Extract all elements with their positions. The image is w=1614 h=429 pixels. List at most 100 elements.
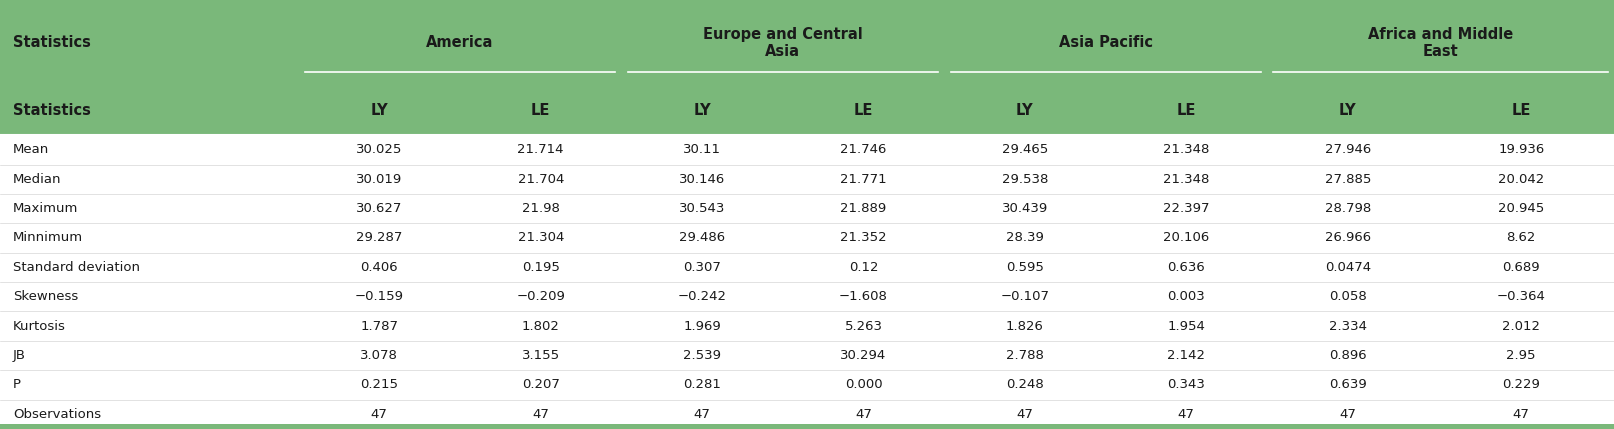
Text: P: P: [13, 378, 21, 391]
Bar: [1106, 400, 1267, 429]
Text: 28.798: 28.798: [1325, 202, 1370, 215]
Bar: [783, 86, 944, 135]
Bar: [460, 223, 621, 253]
Text: 0.229: 0.229: [1503, 378, 1540, 391]
Bar: [944, 282, 1106, 311]
Text: −0.159: −0.159: [355, 290, 404, 303]
Bar: [1428, 253, 1614, 282]
Text: 29.538: 29.538: [1002, 173, 1047, 186]
Text: 47: 47: [1017, 408, 1033, 421]
Text: 0.689: 0.689: [1503, 261, 1540, 274]
Bar: [1267, 165, 1428, 194]
Bar: [299, 253, 460, 282]
Bar: [299, 282, 460, 311]
Text: 1.954: 1.954: [1167, 320, 1206, 332]
Text: 0.896: 0.896: [1328, 349, 1367, 362]
Text: 30.439: 30.439: [1002, 202, 1047, 215]
Bar: [1267, 194, 1428, 223]
Bar: [460, 370, 621, 400]
Bar: [621, 311, 783, 341]
Text: LE: LE: [854, 103, 873, 118]
Text: 2.142: 2.142: [1167, 349, 1206, 362]
Text: 19.936: 19.936: [1498, 143, 1545, 156]
Bar: [1428, 370, 1614, 400]
Text: 2.334: 2.334: [1328, 320, 1367, 332]
Text: 30.627: 30.627: [357, 202, 402, 215]
Bar: [783, 370, 944, 400]
Bar: [1267, 223, 1428, 253]
Bar: [783, 223, 944, 253]
Bar: [783, 194, 944, 223]
Bar: [1428, 223, 1614, 253]
Bar: [1428, 194, 1614, 223]
Text: 21.771: 21.771: [841, 173, 886, 186]
Text: 29.287: 29.287: [357, 232, 402, 245]
Bar: [621, 194, 783, 223]
Text: America: America: [426, 36, 494, 50]
Bar: [460, 311, 621, 341]
Text: 27.885: 27.885: [1325, 173, 1370, 186]
Bar: [1106, 253, 1267, 282]
Bar: [0, 424, 1614, 429]
Bar: [944, 341, 1106, 370]
Text: 0.0474: 0.0474: [1325, 261, 1370, 274]
Bar: [621, 253, 783, 282]
Bar: [460, 341, 621, 370]
Text: LE: LE: [1177, 103, 1196, 118]
Bar: [460, 135, 621, 165]
Text: 21.714: 21.714: [518, 143, 563, 156]
Text: Statistics: Statistics: [13, 36, 90, 50]
Text: 1.969: 1.969: [683, 320, 721, 332]
Text: 21.348: 21.348: [1164, 143, 1209, 156]
Text: −0.107: −0.107: [1001, 290, 1049, 303]
Bar: [944, 0, 1267, 86]
Text: 0.215: 0.215: [360, 378, 399, 391]
Text: 0.058: 0.058: [1328, 290, 1367, 303]
Text: 29.486: 29.486: [679, 232, 725, 245]
Bar: [944, 194, 1106, 223]
Text: Mean: Mean: [13, 143, 48, 156]
Text: 47: 47: [1340, 408, 1356, 421]
Bar: [299, 223, 460, 253]
Text: Skewness: Skewness: [13, 290, 77, 303]
Text: LY: LY: [1017, 103, 1033, 118]
Text: 30.294: 30.294: [841, 349, 886, 362]
Bar: [0, 223, 299, 253]
Bar: [1428, 311, 1614, 341]
Text: 1.787: 1.787: [360, 320, 399, 332]
Bar: [1106, 223, 1267, 253]
Bar: [0, 282, 299, 311]
Bar: [1267, 311, 1428, 341]
Bar: [621, 165, 783, 194]
Text: 29.465: 29.465: [1002, 143, 1047, 156]
Text: LY: LY: [371, 103, 387, 118]
Bar: [1428, 282, 1614, 311]
Bar: [621, 400, 783, 429]
Text: 20.945: 20.945: [1498, 202, 1545, 215]
Bar: [1106, 341, 1267, 370]
Text: 0.636: 0.636: [1167, 261, 1206, 274]
Bar: [1106, 194, 1267, 223]
Bar: [621, 282, 783, 311]
Bar: [621, 341, 783, 370]
Bar: [944, 400, 1106, 429]
Bar: [1106, 311, 1267, 341]
Text: 20.042: 20.042: [1498, 173, 1545, 186]
Bar: [944, 223, 1106, 253]
Bar: [299, 400, 460, 429]
Text: 2.539: 2.539: [683, 349, 721, 362]
Bar: [0, 86, 299, 135]
Bar: [621, 223, 783, 253]
Text: 21.98: 21.98: [521, 202, 560, 215]
Bar: [783, 253, 944, 282]
Text: LY: LY: [1340, 103, 1356, 118]
Text: 0.307: 0.307: [683, 261, 721, 274]
Text: 3.155: 3.155: [521, 349, 560, 362]
Text: −0.364: −0.364: [1496, 290, 1546, 303]
Text: JB: JB: [13, 349, 26, 362]
Bar: [1267, 400, 1428, 429]
Bar: [299, 135, 460, 165]
Text: 5.263: 5.263: [844, 320, 883, 332]
Text: 0.248: 0.248: [1006, 378, 1044, 391]
Bar: [783, 341, 944, 370]
